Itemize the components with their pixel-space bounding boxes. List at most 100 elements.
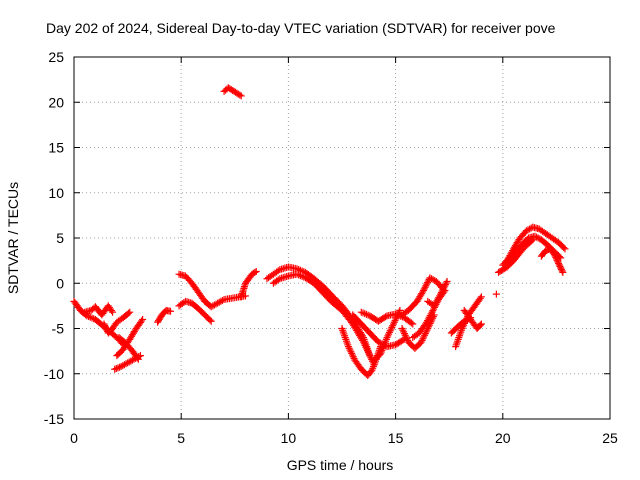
data-point	[556, 262, 564, 270]
data-point	[218, 296, 226, 304]
series-arc-ac	[492, 290, 500, 298]
data-point	[390, 318, 398, 326]
data-point	[460, 321, 468, 329]
data-point	[477, 293, 485, 301]
data-point	[420, 333, 428, 341]
data-point	[359, 309, 367, 317]
y-tick-label: -5	[52, 321, 65, 337]
data-point	[383, 334, 391, 342]
x-tick-label: 5	[177, 430, 185, 446]
data-point	[401, 331, 409, 339]
series-arc-h	[175, 297, 215, 325]
data-point	[492, 290, 500, 298]
data-point	[552, 253, 560, 261]
data-point	[361, 310, 369, 318]
data-point	[459, 323, 467, 331]
data-point	[392, 315, 400, 323]
series-arc-f	[115, 334, 142, 363]
data-point	[293, 270, 301, 278]
data-point	[442, 279, 450, 287]
series-arc-s	[398, 274, 447, 319]
data-point	[422, 282, 430, 290]
data-point	[111, 365, 119, 373]
y-tick-label: 25	[48, 49, 64, 65]
data-point	[438, 287, 446, 295]
data-point	[364, 311, 372, 319]
data-point	[300, 273, 308, 281]
series-arc-k	[237, 267, 260, 301]
data-point	[382, 313, 390, 321]
series-arc-j	[220, 84, 245, 100]
data-point	[559, 268, 567, 276]
data-point	[346, 346, 354, 354]
data-point	[550, 250, 558, 258]
data-point	[386, 327, 394, 335]
series-arc-c	[100, 308, 134, 337]
x-tick-label: 20	[495, 430, 511, 446]
data-point	[166, 307, 174, 315]
data-point	[391, 317, 399, 325]
y-tick-label: 0	[56, 275, 64, 291]
data-point	[422, 328, 430, 336]
data-point	[389, 320, 397, 328]
series-arc-g	[154, 306, 174, 326]
data-point	[124, 309, 132, 317]
data-point	[274, 276, 282, 284]
data-point	[558, 267, 566, 275]
y-tick-label: -10	[44, 366, 64, 382]
data-point	[557, 254, 565, 262]
data-point	[344, 343, 352, 351]
data-point	[102, 325, 110, 332]
chart-title: Day 202 of 2024, Sidereal Day-to-day VTE…	[46, 20, 556, 36]
data-point	[421, 283, 429, 291]
data-point	[461, 318, 469, 326]
data-point	[476, 294, 484, 302]
data-point	[555, 259, 563, 267]
data-point	[274, 267, 282, 275]
data-point	[460, 319, 468, 327]
data-point	[398, 325, 406, 332]
data-point	[477, 320, 485, 328]
y-axis-label: SDTVAR / TECUs	[5, 182, 21, 294]
data-point	[349, 353, 357, 361]
data-point	[441, 281, 449, 289]
data-point	[428, 308, 436, 316]
series-arc-t	[409, 286, 449, 342]
data-point	[85, 313, 93, 321]
data-point	[421, 330, 429, 338]
data-point	[384, 332, 392, 340]
x-tick-labels: 0 5 10 15 20 25	[70, 430, 618, 446]
data-point	[237, 92, 245, 100]
data-point	[419, 288, 427, 296]
data-point	[399, 326, 407, 334]
y-tick-label: -15	[44, 411, 64, 427]
data-point	[348, 351, 356, 359]
data-point	[403, 335, 411, 343]
data-point	[409, 320, 417, 328]
series-arc-m	[269, 270, 378, 369]
data-point	[419, 335, 427, 343]
axis-ticks	[73, 56, 611, 420]
x-axis-label: GPS time / hours	[287, 457, 394, 473]
data-point	[417, 338, 425, 346]
data-point	[458, 325, 466, 332]
data-point	[441, 282, 449, 290]
data-point	[421, 331, 429, 339]
data-point	[526, 225, 534, 233]
data-point	[251, 268, 259, 276]
data-point	[348, 349, 356, 357]
data-point	[443, 277, 451, 285]
data-point	[207, 317, 215, 325]
series-arc-e	[113, 315, 147, 360]
data-point	[551, 252, 559, 260]
data-point	[439, 285, 447, 293]
data-point	[101, 323, 109, 331]
data-point	[407, 319, 415, 327]
data-point	[296, 272, 304, 280]
data-point	[114, 364, 122, 372]
data-point	[423, 280, 431, 288]
data-point	[552, 255, 560, 263]
data-point	[109, 308, 117, 316]
data-point	[402, 333, 410, 341]
y-tick-label: 15	[48, 140, 64, 156]
